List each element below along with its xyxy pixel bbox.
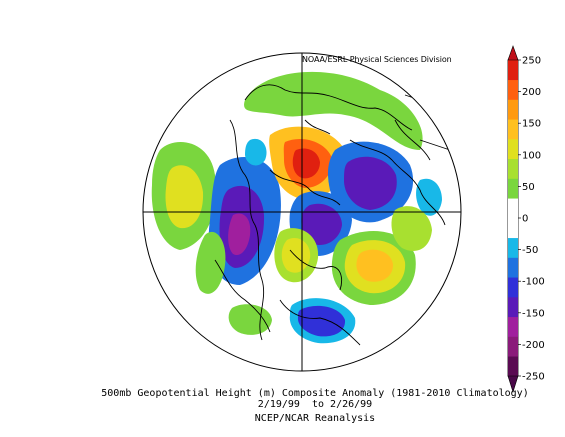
colorbar-segment [508, 336, 518, 357]
anomaly-pos-arctic-peak [292, 148, 320, 179]
anomaly-pos-east-lower [391, 206, 432, 251]
colorbar-tick-label: -100 [522, 277, 545, 288]
colorbar-tick-label: -50 [522, 245, 538, 256]
anomaly-pos-sw [195, 231, 226, 294]
anomaly-neg-america-peak [228, 213, 251, 256]
colorbar-segment [508, 218, 518, 239]
colorbar-segment [508, 297, 518, 318]
anomaly-pos-central-core [281, 238, 311, 273]
colorbar-segment [508, 119, 518, 140]
anomaly-fields [151, 71, 442, 344]
colorbar: 250 200 150 100 50 0 -50 -100 -150 -200 -250 [507, 45, 545, 394]
colorbar-tick-label: 100 [522, 150, 541, 161]
colorbar-tick-label: 200 [522, 87, 541, 98]
colorbar-segment [508, 257, 518, 278]
colorbar-tick-label: -250 [522, 372, 545, 383]
colorbar-segment [508, 316, 518, 337]
caption-source: NCEP/NCAR Reanalysis [254, 413, 376, 424]
colorbar-segment [508, 158, 518, 179]
anomaly-neg-alaska [245, 138, 267, 166]
colorbar-segment [508, 178, 518, 199]
anomaly-pos-north-atlantic-core [356, 249, 393, 282]
graticule [143, 53, 461, 371]
colorbar-segment [508, 60, 518, 81]
colorbar-tick-label: 150 [522, 119, 541, 130]
colorbar-tick-label: 50 [522, 182, 535, 193]
colorbar-segment [508, 139, 518, 160]
caption-date-range: 2/19/99 to 2/26/99 [257, 399, 373, 410]
caption-title: 500mb Geopotential Height (m) Composite … [101, 388, 529, 399]
anomaly-neg-siberia-core [344, 156, 397, 210]
colorbar-tick-label: -150 [522, 308, 545, 319]
anomaly-neg-canada-core [301, 203, 342, 246]
colorbar-segment [508, 198, 518, 219]
colorbar-segment [508, 356, 518, 377]
colorbar-top-arrow [507, 45, 519, 61]
colorbar-segment [508, 237, 518, 258]
colorbar-ticks: 250 200 150 100 50 0 -50 -100 -150 -200 -250 [518, 56, 545, 383]
credit-label: NOAA/ESRL Physical Sciences Division [302, 55, 452, 64]
colorbar-segments [508, 60, 518, 377]
colorbar-tick-label: -200 [522, 340, 545, 351]
anomaly-neg-europe-core [297, 305, 346, 337]
colorbar-tick-label: 0 [522, 214, 528, 225]
anomaly-neg-east-edge [416, 178, 442, 216]
colorbar-segment [508, 79, 518, 100]
colorbar-bottom-arrow [507, 375, 519, 394]
coastlines [214, 84, 446, 346]
polar-map [142, 52, 462, 372]
colorbar-segment [508, 277, 518, 298]
colorbar-tick-label: 250 [522, 56, 541, 67]
colorbar-segment [508, 99, 518, 120]
